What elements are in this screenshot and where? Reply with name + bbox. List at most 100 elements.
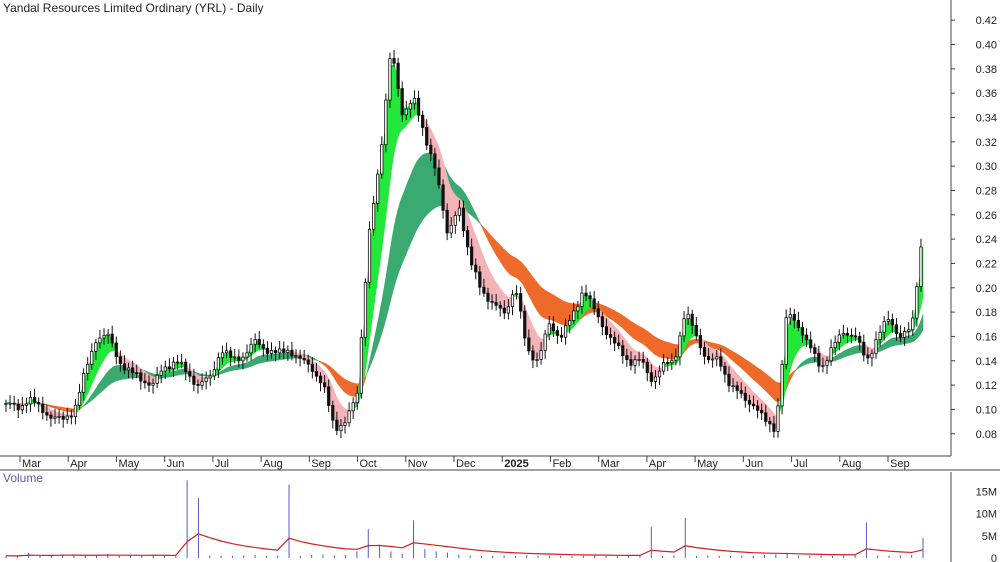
time-tick-label: Oct	[360, 458, 377, 470]
long-term-ribbon-segment	[747, 360, 750, 377]
long-term-ribbon-segment	[618, 312, 622, 327]
candle-body	[355, 392, 359, 404]
long-term-ribbon-segment	[318, 360, 321, 363]
long-term-ribbon-segment	[387, 251, 391, 312]
price-tick-label: 0.30	[976, 161, 997, 173]
candle-body	[776, 405, 780, 432]
candle-body	[613, 336, 617, 344]
candle-body	[510, 294, 515, 308]
candle-body	[323, 382, 327, 388]
candle-body	[53, 416, 57, 419]
long-term-ribbon-segment	[638, 325, 642, 344]
long-term-ribbon-segment	[420, 154, 423, 225]
candle-body	[702, 347, 707, 357]
long-term-ribbon-segment	[324, 362, 327, 368]
candle-body	[20, 404, 24, 411]
long-term-ribbon-segment	[414, 162, 417, 235]
long-term-ribbon-segment	[403, 185, 407, 259]
long-term-ribbon-segment	[93, 387, 97, 400]
candle-body	[453, 214, 457, 226]
candle-body	[175, 361, 180, 364]
candle-body	[261, 344, 265, 349]
long-term-ribbon-segment	[418, 155, 421, 228]
candle-body	[837, 334, 841, 343]
volume-label: Volume	[3, 471, 44, 485]
candle-body	[159, 370, 163, 376]
long-term-ribbon-segment	[651, 333, 654, 354]
long-term-ribbon-segment	[732, 351, 736, 364]
long-term-ribbon-segment	[344, 378, 348, 395]
candle-body	[907, 329, 911, 332]
candle-body	[592, 298, 596, 310]
candle-body	[858, 336, 862, 343]
candle-body	[126, 367, 131, 371]
long-term-ribbon-segment	[736, 353, 740, 367]
long-term-ribbon-segment	[516, 258, 519, 281]
long-term-ribbon-segment	[497, 242, 501, 263]
long-term-ribbon-segment	[532, 276, 536, 308]
candle-body	[310, 363, 314, 372]
candle-body	[482, 286, 486, 294]
candle-body	[376, 173, 380, 204]
long-term-ribbon-segment	[800, 361, 803, 368]
long-term-ribbon-segment	[640, 326, 644, 345]
long-term-ribbon-segment	[365, 370, 368, 379]
candle-body	[318, 375, 323, 384]
time-tick-label: Mar	[22, 458, 41, 470]
long-term-ribbon-segment	[851, 346, 854, 356]
candle-body	[98, 337, 102, 344]
long-term-ribbon-segment	[377, 311, 381, 347]
long-term-ribbon-segment	[489, 233, 493, 248]
long-term-ribbon-segment	[796, 365, 799, 370]
long-term-ribbon-segment	[622, 315, 626, 331]
long-term-ribbon-segment	[892, 337, 895, 347]
candle-body	[110, 333, 114, 344]
long-term-ribbon-segment	[659, 338, 662, 359]
long-term-ribbon-segment	[691, 339, 695, 345]
candle-body	[498, 304, 502, 309]
candle-body	[408, 103, 412, 110]
long-term-ribbon-segment	[469, 201, 472, 217]
candle-body	[429, 144, 433, 155]
long-term-ribbon-segment	[561, 299, 564, 326]
candle-body	[196, 384, 200, 386]
long-term-ribbon-segment	[369, 351, 372, 368]
candle-body	[768, 421, 772, 425]
long-term-ribbon-segment	[665, 341, 669, 359]
candle-body	[621, 345, 625, 356]
candle-body	[723, 365, 727, 375]
short-term-ribbon-segment	[787, 319, 791, 378]
long-term-ribbon-segment	[99, 378, 103, 394]
candle-body	[265, 347, 270, 354]
candle-body	[294, 355, 298, 358]
candle-body	[600, 316, 604, 328]
long-term-ribbon-segment	[177, 369, 180, 376]
candle-body	[8, 402, 12, 405]
long-term-ribbon-segment	[734, 352, 738, 366]
candle-body	[433, 153, 437, 169]
long-term-ribbon-segment	[832, 355, 836, 362]
candle-body	[494, 301, 498, 306]
candle-body	[16, 403, 20, 411]
candle-body	[690, 313, 694, 326]
candle-body	[804, 334, 809, 341]
long-term-ribbon-segment	[395, 209, 399, 281]
long-term-ribbon-segment	[109, 366, 113, 385]
candle-body	[878, 331, 882, 341]
long-term-ribbon-segment	[557, 297, 560, 324]
long-term-ribbon-segment	[338, 373, 342, 389]
candle-body	[82, 373, 86, 393]
long-term-ribbon-segment	[352, 382, 356, 397]
long-term-ribbon-segment	[422, 153, 425, 221]
candle-body	[380, 144, 384, 175]
long-term-ribbon-segment	[248, 360, 252, 368]
long-term-ribbon-segment	[416, 158, 419, 231]
candle-body	[743, 392, 747, 401]
candle-body	[77, 391, 82, 406]
candle-body	[208, 375, 212, 379]
long-term-ribbon-segment	[224, 367, 227, 374]
long-term-ribbon-segment	[328, 364, 332, 374]
price-tick-label: 0.16	[976, 331, 997, 343]
long-term-ribbon-segment	[256, 355, 260, 365]
candle-body	[57, 415, 61, 418]
